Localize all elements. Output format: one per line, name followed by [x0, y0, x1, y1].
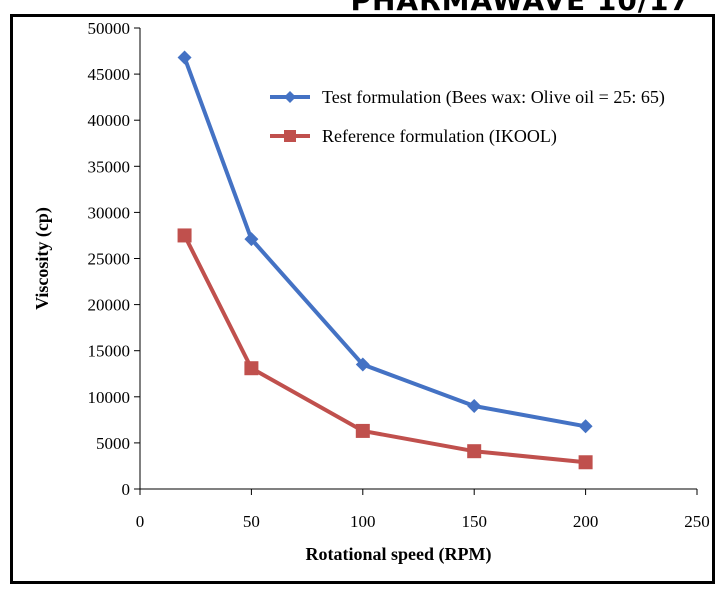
legend-test-marker: [284, 91, 296, 103]
data-point-diamond: [355, 357, 370, 372]
y-axis-title: Viscosity (cp): [32, 207, 53, 310]
y-tick-label: 40000: [88, 111, 131, 130]
y-tick-label: 35000: [88, 157, 131, 176]
y-tick-label: 0: [122, 480, 131, 499]
y-tick-labels: 0 5000 10000 15000 20000 25000 30000 35000 40000…: [88, 19, 131, 499]
series-line: [182, 234, 586, 465]
data-point-diamond: [177, 50, 192, 65]
y-tick-label: 50000: [88, 19, 131, 38]
legend-reference-marker: [284, 130, 296, 142]
series-layer: [177, 50, 593, 470]
data-point-square: [467, 444, 482, 459]
data-point-square: [578, 455, 593, 470]
y-tick-label: 5000: [96, 434, 130, 453]
y-tick-label: 30000: [88, 203, 131, 222]
header-band: PHARMAWAVE 10/17: [0, 0, 728, 16]
series-reference-formulation: [177, 228, 593, 470]
data-point-square: [355, 423, 370, 438]
x-axis-title: Rotational speed (RPM): [306, 544, 492, 565]
y-tick-label: 20000: [88, 296, 131, 315]
data-point-diamond: [467, 399, 482, 414]
series-test-formulation: [177, 50, 593, 434]
data-point-square: [244, 361, 259, 376]
y-tick-label: 10000: [88, 388, 131, 407]
data-point-diamond: [578, 419, 593, 434]
x-tick-label: 50: [243, 512, 260, 531]
x-tick-label: 100: [350, 512, 376, 531]
y-tick-label: 45000: [88, 65, 131, 84]
data-point-square: [177, 228, 192, 243]
y-tick-label: 25000: [88, 250, 131, 269]
x-tick-label: 250: [684, 512, 710, 531]
legend-test-label: Test formulation (Bees wax: Olive oil = …: [322, 87, 665, 108]
x-tick-label: 0: [136, 512, 145, 531]
legend-item-reference: Reference formulation (IKOOL): [270, 126, 557, 147]
x-tick-label: 150: [461, 512, 487, 531]
x-tick-label: 200: [573, 512, 599, 531]
chart-axes: [134, 27, 698, 495]
legend: Test formulation (Bees wax: Olive oil = …: [270, 87, 665, 147]
y-tick-label: 15000: [88, 342, 131, 361]
data-point-diamond: [244, 232, 259, 247]
legend-item-test: Test formulation (Bees wax: Olive oil = …: [270, 87, 665, 108]
legend-reference-label: Reference formulation (IKOOL): [322, 126, 557, 147]
x-tick-labels: 0 50 100 150 200 250: [136, 512, 710, 531]
journal-header: PHARMAWAVE 10/17: [350, 0, 690, 16]
